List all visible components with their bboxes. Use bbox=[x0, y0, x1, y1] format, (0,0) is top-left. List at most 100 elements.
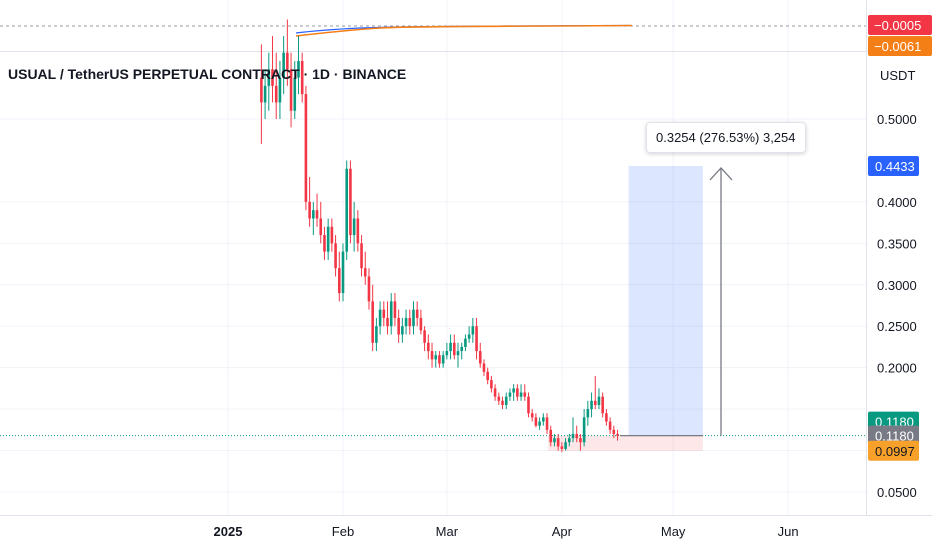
candle-2025-03-24 bbox=[530, 409, 534, 422]
candle-2025-03-22 bbox=[523, 384, 527, 401]
price-tick-label-1: 0.4000 bbox=[877, 195, 917, 210]
candle-2025-04-15 bbox=[612, 425, 616, 439]
candle-2025-03-12 bbox=[486, 367, 489, 385]
candle-2025-03-19 bbox=[512, 384, 515, 401]
candle-2025-03-26 bbox=[538, 417, 541, 430]
candle-2025-03-09 bbox=[475, 317, 478, 360]
candle-2025-03-20 bbox=[516, 384, 519, 401]
candle-2025-04-04 bbox=[571, 417, 575, 443]
candle-2025-02-18 bbox=[404, 309, 408, 335]
candle-2025-02-11 bbox=[378, 301, 382, 335]
svg-text:0.0997: 0.0997 bbox=[875, 444, 915, 459]
candle-2025-02-06 bbox=[360, 235, 363, 277]
time-tick-label-1: Feb bbox=[332, 524, 354, 539]
candle-2025-01-13 bbox=[271, 36, 274, 103]
price-tag-0: 0.4433 bbox=[868, 155, 919, 176]
candle-2025-04-10 bbox=[593, 375, 597, 410]
price-tick-label-0: 0.5000 bbox=[877, 112, 917, 127]
candle-2025-02-17 bbox=[401, 317, 404, 343]
time-tick-label-0: 2025 bbox=[214, 524, 243, 539]
chart-grid bbox=[0, 0, 932, 516]
time-tick-label-5: Jun bbox=[778, 524, 799, 539]
candle-2025-02-09 bbox=[371, 284, 374, 352]
price-tag-3: 0.0997 bbox=[868, 440, 919, 461]
candle-2025-03-25 bbox=[534, 413, 538, 428]
candle-2025-03-07 bbox=[467, 326, 471, 343]
candle-2025-02-25 bbox=[430, 342, 434, 368]
time-tick-label-4: May bbox=[661, 524, 686, 539]
candle-2025-04-16 bbox=[616, 429, 619, 441]
candle-2025-01-20 bbox=[297, 36, 300, 95]
candle-2025-01-31 bbox=[337, 251, 341, 302]
time-axis[interactable]: 2025 Feb Mar Apr May Jun bbox=[214, 524, 799, 539]
candle-2025-01-24 bbox=[312, 201, 315, 236]
candle-2025-03-15 bbox=[497, 392, 501, 405]
candle-2025-03-03 bbox=[452, 334, 456, 360]
candle-2025-02-02 bbox=[345, 160, 349, 260]
candle-2025-01-11 bbox=[263, 69, 267, 119]
candle-2025-01-26 bbox=[319, 201, 323, 244]
candle-2025-01-28 bbox=[326, 218, 330, 260]
candle-2025-01-19 bbox=[293, 60, 297, 119]
candle-2025-01-15 bbox=[278, 60, 282, 119]
svg-text:0.1180: 0.1180 bbox=[875, 429, 914, 444]
svg-text:−0.0005: −0.0005 bbox=[874, 18, 921, 33]
candle-2025-04-09 bbox=[590, 392, 593, 418]
candle-2025-01-14 bbox=[274, 52, 278, 119]
candle-2025-04-07 bbox=[582, 409, 586, 447]
price-tag-2: 0.1180 bbox=[868, 425, 919, 446]
candle-2025-03-11 bbox=[482, 359, 486, 376]
candle-2025-03-28 bbox=[545, 413, 549, 434]
svg-text:0.4433: 0.4433 bbox=[875, 159, 915, 174]
price-tick-label-5: 0.2000 bbox=[877, 361, 917, 376]
price-axis-unit: USDT bbox=[880, 68, 915, 83]
candle-2025-01-17 bbox=[286, 19, 289, 86]
candle-2025-02-04 bbox=[352, 201, 356, 252]
candle-2025-03-16 bbox=[501, 396, 504, 410]
candle-2025-04-02 bbox=[564, 438, 567, 451]
candle-2025-02-05 bbox=[356, 210, 360, 252]
candle-2025-04-05 bbox=[575, 425, 579, 443]
candle-2025-02-26 bbox=[434, 351, 438, 368]
candle-2025-03-08 bbox=[471, 317, 475, 343]
candle-2025-01-29 bbox=[330, 218, 334, 252]
measure-arrow bbox=[709, 167, 733, 436]
candle-2025-02-10 bbox=[375, 317, 378, 352]
price-tick-label-6: 0.0500 bbox=[877, 485, 917, 500]
candle-2025-03-18 bbox=[508, 388, 512, 401]
indicator-tag-1: −0.0061 bbox=[868, 36, 932, 56]
candle-2025-03-14 bbox=[493, 384, 497, 401]
time-tick-label-2: Mar bbox=[436, 524, 459, 539]
price-tick-label-4: 0.2500 bbox=[877, 319, 917, 334]
candle-2025-02-21 bbox=[415, 301, 419, 327]
price-tick-label-2: 0.3500 bbox=[877, 236, 917, 251]
price-axis[interactable]: USDT 0.5000 0.4000 0.3500 0.3000 0.2500 0.2000… bbox=[877, 68, 917, 500]
profit-zone bbox=[628, 165, 703, 436]
candle-2025-03-05 bbox=[460, 342, 464, 360]
candle-2025-04-13 bbox=[605, 409, 608, 426]
candle-2025-01-16 bbox=[282, 36, 285, 95]
candle-2025-04-14 bbox=[608, 417, 612, 434]
candle-2025-01-18 bbox=[289, 52, 293, 128]
price-tick-label-3: 0.3000 bbox=[877, 278, 917, 293]
candle-2025-02-13 bbox=[386, 301, 389, 335]
candle-2025-03-31 bbox=[556, 433, 560, 451]
loss-zone bbox=[548, 435, 703, 451]
candle-2025-02-12 bbox=[382, 301, 386, 327]
candle-2025-03-02 bbox=[449, 334, 452, 360]
candle-2025-04-01 bbox=[560, 442, 564, 453]
measure-label: 0.3254 (276.53%) 3,254 bbox=[646, 122, 806, 153]
candle-2025-01-30 bbox=[334, 235, 337, 277]
candle-2025-02-07 bbox=[363, 251, 367, 285]
candle-2025-02-16 bbox=[397, 309, 400, 343]
long-position-tool[interactable] bbox=[0, 165, 866, 451]
candle-2025-02-08 bbox=[367, 268, 371, 310]
candle-2025-02-03 bbox=[349, 160, 352, 244]
candle-2025-03-29 bbox=[549, 425, 553, 447]
candle-2025-04-08 bbox=[586, 400, 590, 426]
candle-2025-03-06 bbox=[464, 334, 467, 352]
candle-2025-02-22 bbox=[419, 309, 423, 335]
time-tick-label-3: Apr bbox=[552, 524, 573, 539]
